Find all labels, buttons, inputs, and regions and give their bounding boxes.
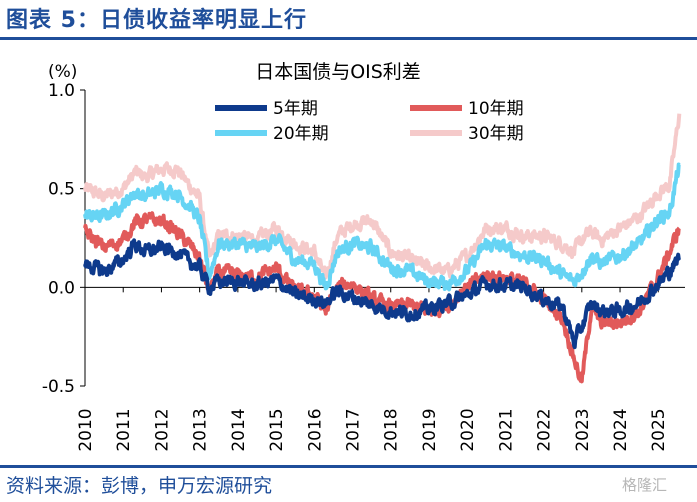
- y-tick-label: 0.5: [48, 180, 75, 200]
- x-tick-label: 2015: [267, 408, 287, 451]
- x-tick-label: 2011: [114, 408, 134, 451]
- x-tick-label: 2025: [649, 408, 669, 451]
- title-divider: [0, 37, 697, 40]
- footer-divider: [0, 465, 697, 468]
- x-tick-label: 2019: [420, 408, 440, 451]
- x-tick-label: 2018: [382, 408, 402, 451]
- x-tick-label: 2022: [535, 408, 555, 451]
- y-tick-label: 1.0: [48, 81, 75, 101]
- x-tick-label: 2012: [152, 408, 172, 451]
- legend-label: 20年期: [273, 124, 329, 144]
- source-note: 资料来源：彭博，申万宏源研究: [6, 475, 273, 497]
- figure-title: 图表 5：日债收益率明显上行: [6, 8, 307, 33]
- series-line-5年期: [83, 238, 682, 350]
- y-axis-unit: (%): [48, 62, 77, 82]
- x-tick-label: 2017: [344, 408, 364, 451]
- x-tick-label: 2016: [305, 408, 325, 451]
- x-tick-label: 2024: [611, 408, 631, 451]
- x-tick-label: 2010: [76, 408, 96, 451]
- y-tick-label: -0.5: [42, 377, 75, 397]
- chart-title: 日本国债与OIS利差: [255, 61, 421, 83]
- x-tick-label: 2014: [229, 408, 249, 451]
- series-line-10年期: [83, 211, 681, 384]
- series-layer: [83, 113, 682, 384]
- x-tick-label: 2020: [458, 408, 478, 451]
- legend-label: 30年期: [468, 124, 524, 144]
- legend: 5年期 10年期 20年期 30年期: [215, 99, 524, 144]
- series-line-30年期: [83, 113, 682, 280]
- legend-label: 5年期: [273, 99, 318, 119]
- x-tick-label: 2013: [191, 408, 211, 451]
- x-tick-label: 2021: [496, 408, 516, 451]
- x-tick-label: 2023: [573, 408, 593, 451]
- watermark: 格隆汇: [622, 476, 668, 494]
- series-line-20年期: [83, 162, 681, 292]
- legend-label: 10年期: [468, 99, 524, 119]
- y-tick-label: 0.0: [48, 278, 75, 298]
